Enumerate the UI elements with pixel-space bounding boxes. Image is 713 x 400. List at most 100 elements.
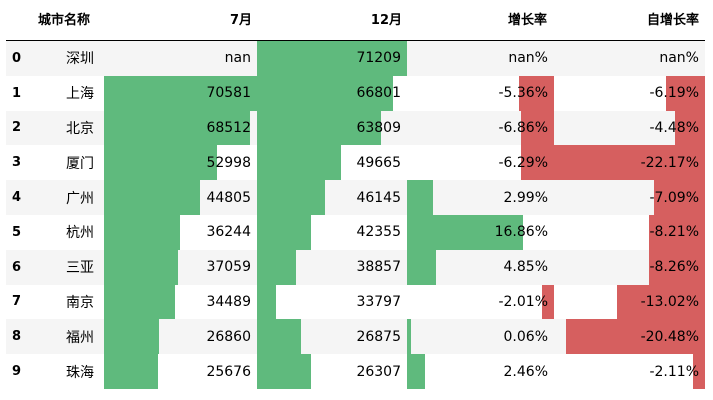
growth-value: nan% <box>508 50 548 67</box>
jul-cell: 36244 <box>104 214 257 250</box>
dec-cell: 49665 <box>257 145 407 181</box>
jul-value: nan <box>224 50 251 67</box>
self-growth-cell: -13.02% <box>554 284 705 320</box>
city-name: 福州 <box>66 329 94 346</box>
city-name: 深圳 <box>66 51 94 68</box>
city-name: 广州 <box>66 190 94 207</box>
dec-data-bar <box>257 354 312 389</box>
table-header-row: 城市名称 7月 12月 增长率 自增长率 <box>6 2 705 41</box>
jul-data-bar <box>104 284 176 320</box>
header-jul: 7月 <box>229 13 252 28</box>
self-growth-cell: -2.11% <box>554 354 705 389</box>
city-growth-table: 城市名称 7月 12月 增长率 自增长率 0 深圳 nan 71209 nan% nan%… <box>6 2 705 389</box>
header-growth: 增长率 <box>507 13 547 28</box>
growth-data-bar <box>407 319 412 355</box>
self-growth-cell: -4.48% <box>554 110 705 146</box>
dec-cell: 66801 <box>257 75 407 111</box>
growth-data-bar <box>542 284 554 320</box>
self-growth-value: -20.48% <box>640 328 699 345</box>
jul-value: 34489 <box>206 293 251 310</box>
jul-value: 52998 <box>206 154 251 171</box>
self-growth-value: -7.09% <box>649 189 699 206</box>
row-index: 7 <box>12 294 22 310</box>
table-row: 1 上海 70581 66801 -5.36% -6.19% <box>6 75 705 111</box>
self-growth-cell: nan% <box>554 41 705 76</box>
growth-value: -6.29% <box>498 154 548 171</box>
growth-cell: 2.46% <box>407 354 554 389</box>
growth-data-bar <box>407 354 426 389</box>
dec-value: 46145 <box>356 189 401 206</box>
self-growth-data-bar <box>648 249 705 285</box>
jul-data-bar <box>104 354 159 389</box>
self-growth-data-bar <box>566 319 705 355</box>
city-name: 上海 <box>66 86 94 103</box>
dec-cell: 33797 <box>257 284 407 320</box>
jul-value: 36244 <box>206 224 251 241</box>
growth-cell: nan% <box>407 41 554 76</box>
growth-cell: -5.36% <box>407 75 554 111</box>
dec-value: 26875 <box>356 328 401 345</box>
jul-cell: 70581 <box>104 75 257 111</box>
dec-value: 66801 <box>356 85 401 102</box>
growth-cell: -6.86% <box>407 110 554 146</box>
jul-data-bar <box>104 214 180 250</box>
self-growth-value: -6.19% <box>649 85 699 102</box>
dec-value: 42355 <box>356 224 401 241</box>
table-row: 0 深圳 nan 71209 nan% nan% <box>6 41 705 76</box>
header-city: 城市名称 <box>38 13 91 28</box>
growth-data-bar <box>407 180 434 215</box>
jul-value: 26860 <box>206 328 251 345</box>
dec-data-bar <box>257 180 325 215</box>
table-row: 6 三亚 37059 38857 4.85% -8.26% <box>6 249 705 285</box>
growth-data-bar <box>407 249 437 285</box>
self-growth-cell: -8.21% <box>554 214 705 250</box>
jul-data-bar <box>104 75 257 111</box>
table-row: 9 珠海 25676 26307 2.46% -2.11% <box>6 354 705 389</box>
growth-data-bar <box>407 214 523 250</box>
dec-cell: 26307 <box>257 354 407 389</box>
self-growth-value: -13.02% <box>640 293 699 310</box>
row-index: 0 <box>12 50 22 66</box>
row-index: 4 <box>12 190 22 206</box>
self-growth-value: -2.11% <box>649 363 699 380</box>
jul-value: 25676 <box>206 363 251 380</box>
row-index: 8 <box>12 329 22 345</box>
self-growth-value: -8.21% <box>649 224 699 241</box>
self-growth-data-bar <box>654 180 705 215</box>
jul-value: 37059 <box>206 259 251 276</box>
dec-cell: 46145 <box>257 180 407 215</box>
jul-cell: 52998 <box>104 145 257 181</box>
self-growth-cell: -22.17% <box>554 145 705 181</box>
jul-data-bar <box>104 180 200 215</box>
dec-data-bar <box>257 75 393 111</box>
city-name: 厦门 <box>66 155 94 172</box>
dec-value: 38857 <box>356 259 401 276</box>
table-row: 4 广州 44805 46145 2.99% -7.09% <box>6 180 705 215</box>
jul-cell: 26860 <box>104 319 257 355</box>
dec-cell: 42355 <box>257 214 407 250</box>
jul-cell: 34489 <box>104 284 257 320</box>
growth-cell: 4.85% <box>407 249 554 285</box>
city-name: 北京 <box>66 120 94 137</box>
dec-data-bar <box>257 110 381 146</box>
header-dec: 12月 <box>370 13 402 28</box>
header-self-growth: 自增长率 <box>646 13 699 28</box>
growth-cell: -2.01% <box>407 284 554 320</box>
table-row: 2 北京 68512 63809 -6.86% -4.48% <box>6 110 705 146</box>
jul-cell: 37059 <box>104 249 257 285</box>
self-growth-value: -4.48% <box>649 119 699 136</box>
table-row: 7 南京 34489 33797 -2.01% -13.02% <box>6 284 705 320</box>
jul-cell: nan <box>104 41 257 76</box>
growth-cell: 0.06% <box>407 319 554 355</box>
city-name: 南京 <box>66 294 94 311</box>
growth-data-bar <box>520 145 554 181</box>
growth-value: 2.46% <box>503 363 548 380</box>
dec-data-bar <box>257 214 311 250</box>
jul-data-bar <box>104 145 217 181</box>
dec-value: 33797 <box>356 293 401 310</box>
dec-cell: 71209 <box>257 41 407 76</box>
jul-value: 70581 <box>206 85 251 102</box>
city-name: 杭州 <box>66 225 94 242</box>
row-index: 1 <box>12 85 22 101</box>
growth-value: 16.86% <box>494 224 548 241</box>
